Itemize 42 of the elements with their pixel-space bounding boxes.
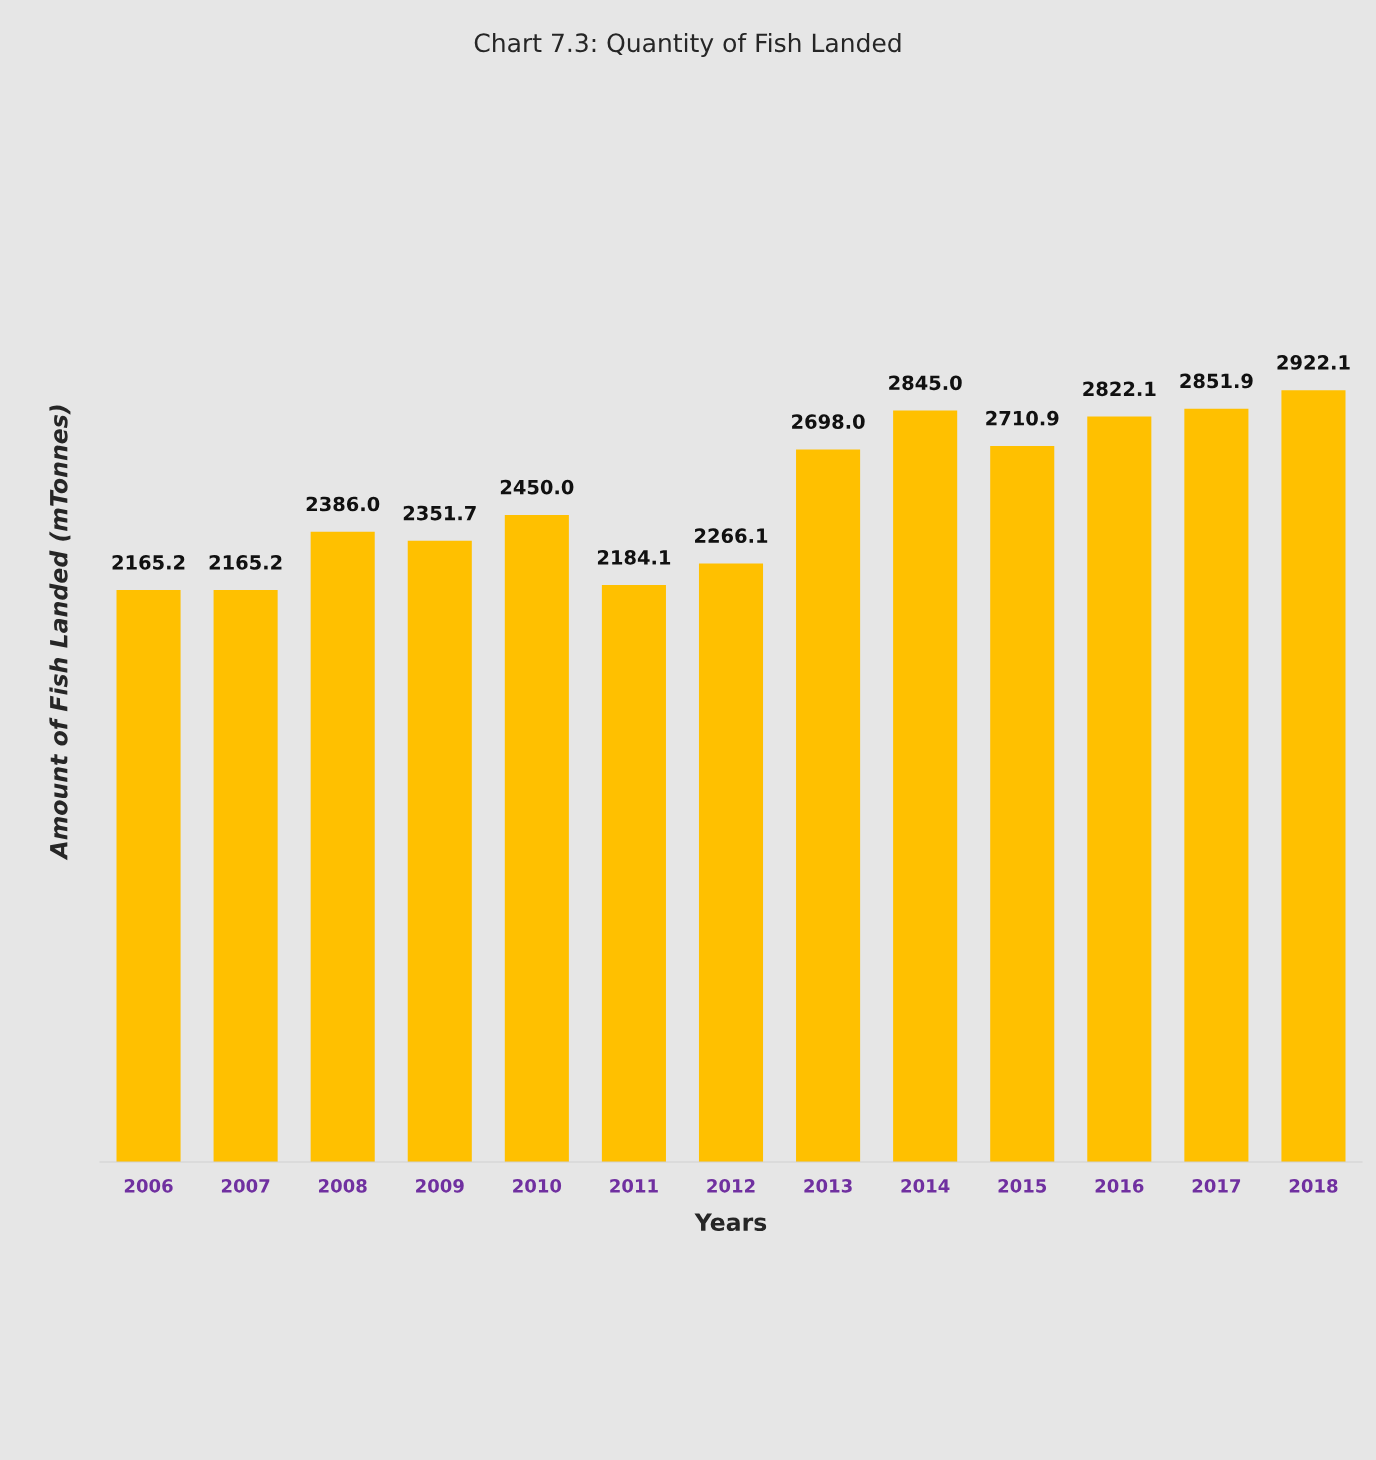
x-tick-label: 2016 xyxy=(1095,1178,1144,1193)
x-tick-label: 2013 xyxy=(804,1178,852,1193)
data-label: 2165.2 xyxy=(112,554,185,570)
data-label: 2266.1 xyxy=(695,528,768,544)
x-tick-label: 2012 xyxy=(707,1178,755,1193)
data-label: 2822.1 xyxy=(1083,381,1156,397)
bar xyxy=(1281,390,1346,1162)
x-tick-label: 2018 xyxy=(1289,1178,1338,1193)
x-axis-title: Years xyxy=(694,1213,767,1232)
data-label: 2845.0 xyxy=(889,375,962,391)
x-tick-label: 2007 xyxy=(221,1178,270,1193)
bar xyxy=(1087,416,1152,1162)
x-tick-label: 2017 xyxy=(1192,1178,1241,1193)
bar xyxy=(407,540,472,1162)
x-tick-label: 2011 xyxy=(610,1178,658,1193)
bar xyxy=(990,445,1055,1162)
bar xyxy=(504,514,569,1162)
data-label: 2351.7 xyxy=(403,505,476,521)
bar xyxy=(310,531,375,1162)
bar xyxy=(213,590,278,1162)
bar xyxy=(698,563,764,1162)
data-label: 2386.0 xyxy=(306,496,380,512)
data-label: 2922.1 xyxy=(1277,355,1350,370)
chart-title: Chart 7.3: Quantity of Fish Landed xyxy=(474,32,901,58)
bar xyxy=(893,410,958,1162)
x-tick-label: 2008 xyxy=(318,1178,367,1193)
data-label: 2165.2 xyxy=(209,554,282,570)
bar xyxy=(1184,408,1249,1162)
x-tick-label: 2009 xyxy=(416,1178,464,1193)
bar xyxy=(601,585,666,1162)
data-label: 2450.0 xyxy=(500,479,574,495)
data-label: 2698.0 xyxy=(792,414,865,429)
x-tick-label: 2014 xyxy=(901,1178,950,1193)
y-axis-title: Amount of Fish Landed (mTonnes) xyxy=(49,405,71,861)
bar xyxy=(116,590,181,1162)
x-tick-label: 2006 xyxy=(124,1178,173,1193)
data-label: 2184.1 xyxy=(597,549,671,565)
bar xyxy=(796,449,861,1162)
data-label: 2710.9 xyxy=(986,410,1059,426)
x-tick-label: 2015 xyxy=(998,1178,1047,1193)
data-label: 2851.9 xyxy=(1180,373,1253,389)
x-tick-label: 2010 xyxy=(513,1178,562,1193)
